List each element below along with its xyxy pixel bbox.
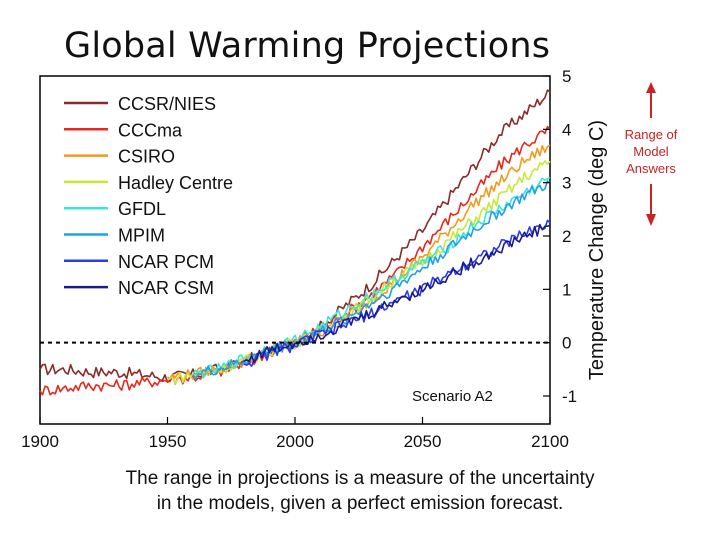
x-tick-label: 2050 [404, 432, 442, 451]
page-title: Global Warming Projections [64, 26, 551, 66]
series-line-hadley-centre [167, 160, 551, 385]
legend-label-hadley-centre: Hadley Centre [118, 173, 233, 193]
legend-label-cccma: CCCma [118, 120, 183, 140]
range-label-line-1: Range of [625, 127, 678, 142]
legend: CCSR/NIES CCCma CSIRO Hadley Centre GFDL MPIM… [64, 94, 233, 298]
y-axis-label: Temperature Change (deg C) [586, 120, 608, 380]
series-line-ncar-csm [243, 223, 551, 364]
y-tick-label: 0 [562, 334, 571, 353]
range-of-model-answers: Range of Model Answers [625, 82, 678, 226]
legend-label-ncar-csm: NCAR CSM [118, 278, 214, 298]
x-axis-ticks: 1900 1950 2000 2050 2100 [21, 417, 569, 451]
legend-label-ncar-pcm: NCAR PCM [118, 252, 214, 272]
legend-label-csiro: CSIRO [118, 147, 175, 167]
y-tick-label: 2 [562, 227, 571, 246]
x-tick-label: 1950 [149, 432, 187, 451]
series-layer [39, 89, 551, 396]
legend-label-mpim: MPIM [118, 226, 165, 246]
series-line-gfdl [192, 176, 551, 379]
x-tick-label: 1900 [21, 432, 59, 451]
y-tick-label: 1 [562, 280, 571, 299]
caption-line-2: in the models, given a perfect emission … [156, 493, 564, 514]
y-tick-label: 5 [562, 67, 571, 86]
range-label-line-2: Model [633, 144, 669, 159]
range-arrow-up-head [646, 82, 656, 93]
x-tick-label: 2100 [531, 432, 569, 451]
x-tick-label: 2000 [276, 432, 314, 451]
caption: The range in projections is a measure of… [0, 466, 720, 516]
y-tick-label: 4 [562, 120, 571, 139]
y-tick-label: 3 [562, 174, 571, 193]
caption-line-1: The range in projections is a measure of… [125, 468, 595, 489]
legend-label-gfdl: GFDL [118, 199, 166, 219]
scenario-annotation: Scenario A2 [412, 388, 493, 405]
series-line-ccsr-nies [39, 89, 551, 383]
series-line-cccma [39, 125, 551, 396]
y-tick-label: -1 [562, 387, 577, 406]
range-label-line-3: Answers [626, 161, 676, 176]
y-axis-ticks: -1 0 1 2 3 4 5 [543, 67, 577, 406]
legend-label-ccsr-nies: CCSR/NIES [118, 94, 216, 114]
series-line-ncar-pcm [243, 219, 551, 367]
range-arrow-down-head [646, 214, 656, 226]
